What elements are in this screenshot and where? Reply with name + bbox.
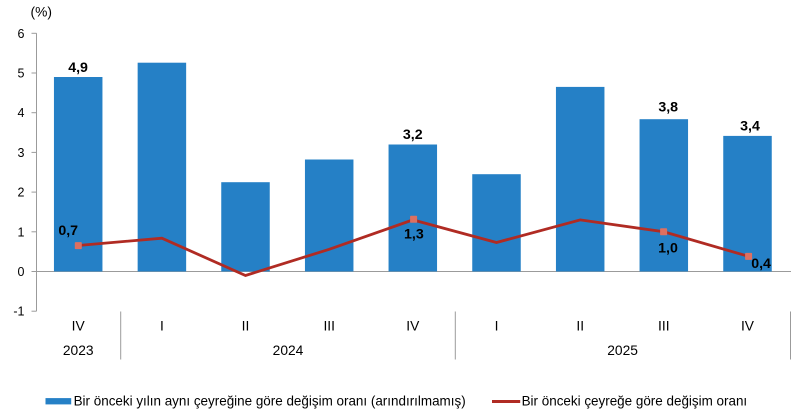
- svg-text:2: 2: [18, 186, 25, 200]
- svg-text:1,0: 1,0: [658, 241, 678, 257]
- svg-text:1: 1: [18, 225, 25, 239]
- svg-text:IV: IV: [741, 319, 755, 334]
- svg-text:3,2: 3,2: [403, 127, 423, 143]
- svg-text:III: III: [323, 319, 335, 334]
- svg-text:Bir önceki çeyreğe göre değişi: Bir önceki çeyreğe göre değişim oranı: [522, 393, 748, 408]
- svg-text:0,7: 0,7: [58, 223, 78, 239]
- svg-text:1,3: 1,3: [404, 226, 424, 242]
- svg-text:Bir önceki yılın aynı çeyreğin: Bir önceki yılın aynı çeyreğine göre değ…: [74, 393, 466, 408]
- svg-text:III: III: [658, 319, 670, 334]
- svg-text:IV: IV: [406, 319, 420, 334]
- svg-text:4,9: 4,9: [68, 60, 88, 76]
- svg-text:0,4: 0,4: [751, 256, 771, 272]
- svg-text:6: 6: [18, 27, 25, 41]
- svg-text:0: 0: [18, 265, 25, 279]
- svg-text:-1: -1: [13, 305, 24, 319]
- svg-text:IV: IV: [72, 319, 86, 334]
- svg-text:3: 3: [18, 146, 25, 160]
- svg-text:2023: 2023: [63, 343, 94, 358]
- svg-text:I: I: [160, 319, 164, 334]
- svg-text:5: 5: [18, 67, 25, 81]
- svg-text:II: II: [576, 319, 584, 334]
- svg-text:(%): (%): [31, 5, 52, 20]
- svg-text:2024: 2024: [273, 343, 304, 358]
- svg-text:II: II: [242, 319, 250, 334]
- svg-text:4: 4: [18, 106, 25, 120]
- svg-text:I: I: [495, 319, 499, 334]
- svg-text:3,4: 3,4: [740, 119, 760, 135]
- svg-text:2025: 2025: [607, 343, 638, 358]
- svg-text:3,8: 3,8: [658, 100, 678, 116]
